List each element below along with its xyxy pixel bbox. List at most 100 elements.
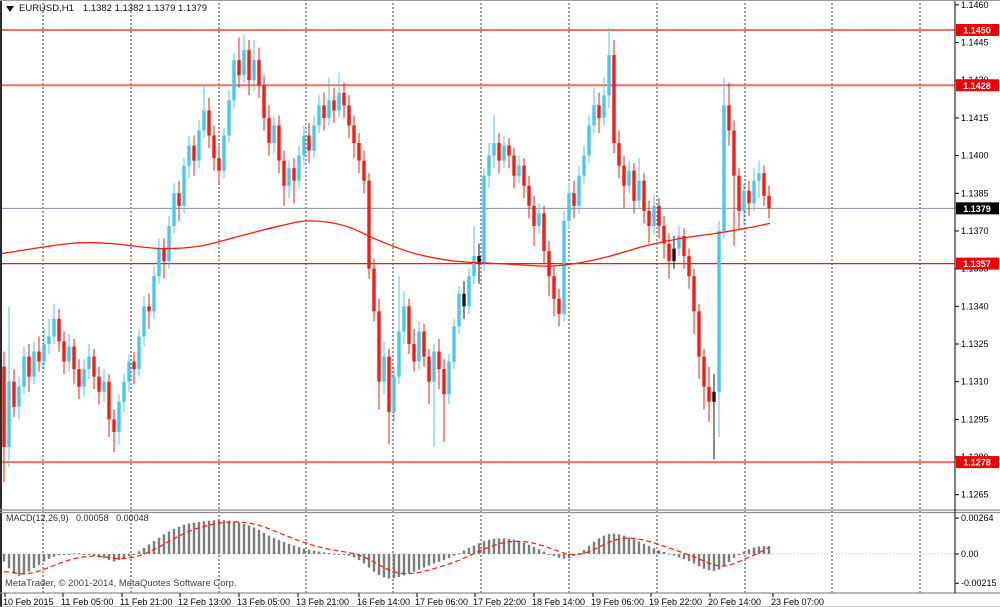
candle-body [757, 173, 761, 181]
level-price-badge[interactable] [956, 79, 999, 92]
price-axis-label: 1.1445 [961, 38, 989, 48]
macd-histogram-bar [212, 520, 216, 554]
macd-histogram-bar [472, 545, 476, 554]
macd-histogram-bar [202, 521, 206, 554]
candle-body [237, 60, 241, 76]
macd-histogram-bar [382, 554, 386, 578]
macd-histogram-bar [582, 549, 586, 554]
macd-histogram-bar [72, 553, 76, 555]
macd-histogram-bar [737, 554, 741, 555]
candle-body [127, 361, 131, 382]
macd-histogram-bar [672, 554, 676, 556]
candle-body [322, 105, 326, 118]
level-price-badge[interactable] [956, 24, 999, 36]
candle-body [132, 361, 136, 370]
macd-histogram-bar [177, 526, 181, 554]
candle-body [7, 381, 11, 447]
macd-histogram-bar [337, 554, 341, 555]
time-axis-label: 12 Feb 13:00 [178, 597, 231, 607]
candle-body [527, 185, 531, 206]
macd-histogram-bar [162, 534, 166, 554]
candle-body [227, 100, 231, 136]
time-axis-label: 10 Feb 2015 [3, 597, 54, 607]
level-price-badge-text: 1.1428 [963, 81, 991, 91]
macd-histogram-bar [667, 553, 671, 555]
candle-body [662, 225, 666, 244]
price-axis-label: 1.1310 [961, 377, 989, 387]
candle-body [397, 331, 401, 377]
candle-body [207, 110, 211, 136]
time-axis-label: 13 Feb 21:00 [296, 597, 349, 607]
candle-body [122, 381, 126, 402]
candle-body [137, 336, 141, 370]
macd-histogram-bar [207, 520, 211, 554]
macd-histogram-bar [137, 551, 141, 554]
macd-histogram-bar [567, 554, 571, 559]
candle-body [767, 195, 771, 209]
candle-body [287, 168, 291, 186]
time-axis-label: 17 Feb 22:00 [473, 597, 526, 607]
level-price-badge[interactable] [956, 456, 999, 469]
macd-histogram-bar [767, 546, 771, 554]
candle-body [647, 210, 651, 226]
macd-histogram-bar [277, 540, 281, 554]
macd-histogram-bar [152, 541, 156, 554]
macd-histogram-bar [157, 537, 161, 554]
macd-histogram-bar [332, 553, 336, 555]
price-axis-label: 1.1295 [961, 414, 989, 424]
macd-histogram-bar [322, 552, 326, 554]
candle-body [352, 125, 356, 144]
macd-histogram-bar [302, 548, 306, 554]
candle-body [567, 193, 571, 221]
time-axis-label: 11 Feb 05:00 [61, 597, 113, 607]
candle-body [107, 381, 111, 420]
macd-histogram-bar [697, 554, 701, 567]
macd-histogram-bar [517, 541, 521, 554]
macd-histogram-bar [707, 554, 711, 571]
macd-histogram-bar [622, 535, 626, 554]
macd-histogram-bar [307, 549, 311, 554]
candle-body [262, 85, 266, 118]
macd-histogram-bar [192, 522, 196, 554]
macd-histogram-bar [227, 520, 231, 554]
candle-body [52, 318, 56, 337]
macd-histogram-bar [2, 554, 6, 562]
candle-body [597, 105, 601, 118]
price-axis-label: 1.1265 [961, 490, 989, 500]
symbol-dropdown-icon[interactable] [6, 5, 14, 12]
macd-histogram-bar [557, 554, 561, 558]
current-price-badge[interactable] [956, 202, 999, 215]
candle-body [257, 60, 261, 86]
macd-histogram-bar [292, 545, 296, 554]
candle-body [627, 170, 631, 186]
macd-histogram-bar [352, 554, 356, 558]
macd-histogram-bar [32, 554, 36, 569]
candle-body [537, 213, 541, 226]
macd-histogram-bar [22, 554, 26, 575]
macd-histogram-bar [42, 554, 46, 562]
candle-body [142, 306, 146, 337]
macd-histogram-bar [222, 520, 226, 554]
level-price-badge[interactable] [956, 257, 999, 270]
macd-histogram-bar [562, 554, 566, 559]
price-axis-label: 1.1370 [961, 226, 989, 236]
price-axis-label: 1.1385 [961, 188, 989, 198]
candle-body [272, 125, 276, 144]
candle-body [162, 248, 166, 262]
macd-histogram-bar [717, 554, 721, 570]
macd-histogram-bar [82, 554, 86, 555]
macd-histogram-bar [132, 554, 136, 555]
candle-body [62, 341, 66, 362]
macd-histogram-bar [182, 524, 186, 554]
time-axis-label: 20 Feb 14:00 [708, 597, 761, 607]
candle-body [532, 205, 536, 226]
candle-body [102, 381, 106, 392]
candle-body [197, 130, 201, 161]
time-axis-label: 18 Feb 14:00 [532, 597, 585, 607]
macd-histogram-bar [522, 542, 526, 554]
candle-body [492, 143, 496, 156]
candle-body [247, 50, 251, 81]
time-axis-label: 23 Feb 07:00 [771, 597, 824, 607]
candle-body [727, 105, 731, 131]
